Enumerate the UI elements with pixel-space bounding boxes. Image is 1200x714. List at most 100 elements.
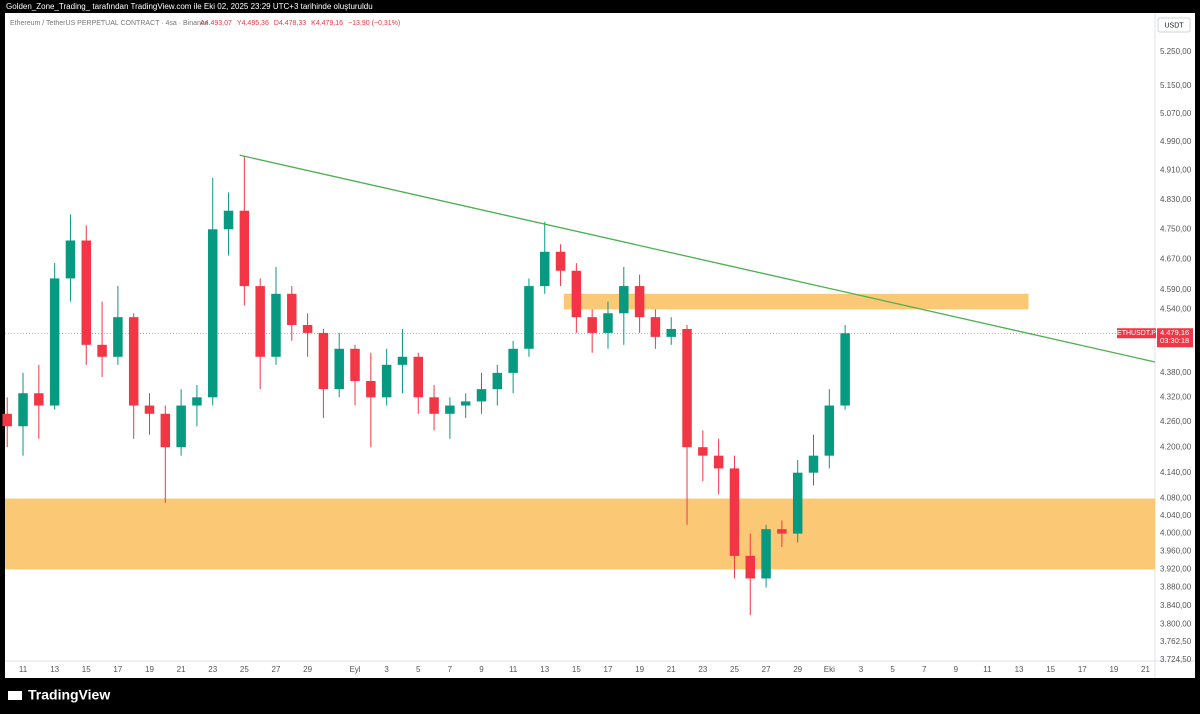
candle-body xyxy=(160,413,171,448)
candle-body xyxy=(571,270,582,318)
candle-body xyxy=(619,286,629,314)
candle-body xyxy=(540,251,550,287)
candle-body xyxy=(239,210,250,287)
ohlc-value: A4.493,07 xyxy=(200,20,232,27)
trendline xyxy=(239,154,1156,363)
x-tick-label: 13 xyxy=(50,665,59,674)
zone xyxy=(5,498,1155,570)
x-tick-label: 11 xyxy=(509,665,518,674)
x-tick-label: 21 xyxy=(1141,665,1150,674)
x-tick-label: Eyl xyxy=(349,665,360,674)
candle-body xyxy=(207,229,218,398)
candle-body xyxy=(97,344,107,357)
currency: USDT xyxy=(1164,22,1184,29)
x-tick-label: 5 xyxy=(416,665,421,674)
candle-body xyxy=(792,472,803,534)
y-tick-label: 5.250,00 xyxy=(1160,47,1192,56)
x-tick-label: 25 xyxy=(240,665,249,674)
x-tick-label: 5 xyxy=(890,665,895,674)
candle-body xyxy=(808,455,819,473)
candle-body xyxy=(34,393,44,406)
candle-body xyxy=(271,293,281,357)
y-tick-label: 4.260,00 xyxy=(1160,417,1192,426)
y-tick-label: 4.140,00 xyxy=(1160,468,1192,477)
candle-body xyxy=(777,529,787,534)
x-tick-label: 11 xyxy=(983,665,992,674)
caption: Golden_Zone_Trading_ tarafından TradingV… xyxy=(6,2,373,11)
candle-body xyxy=(350,348,360,381)
candle-body xyxy=(255,286,265,357)
y-tick-label: 5.150,00 xyxy=(1160,81,1192,90)
y-tick-label: 4.750,00 xyxy=(1160,224,1192,233)
x-tick-label: 15 xyxy=(1046,665,1055,674)
candle-body xyxy=(287,293,297,326)
symbol-label: ETHUSDT.P xyxy=(1117,330,1156,337)
ohlc-value: D4.478,33 xyxy=(274,20,306,27)
candle-body xyxy=(192,397,202,406)
x-tick-label: 17 xyxy=(604,665,613,674)
candle-body xyxy=(713,455,724,469)
x-tick-label: 21 xyxy=(177,665,186,674)
candle-body xyxy=(176,405,186,448)
candle-body xyxy=(698,447,708,456)
x-tick-label: 23 xyxy=(698,665,707,674)
candle-body xyxy=(223,210,234,230)
candle-body xyxy=(587,317,597,333)
ohlc-value: K4.479,16 xyxy=(311,20,343,27)
countdown: 03:30:18 xyxy=(1160,336,1189,345)
x-tick-label: 13 xyxy=(1015,665,1024,674)
y-tick-label: 3.920,00 xyxy=(1160,564,1192,573)
logo-mark xyxy=(8,691,22,700)
y-tick-label: 3.880,00 xyxy=(1160,583,1192,592)
chart-area xyxy=(5,13,1195,678)
candle-body xyxy=(761,529,771,579)
candle-body xyxy=(49,278,60,406)
candle-body xyxy=(745,555,756,579)
y-tick-label: 4.380,00 xyxy=(1160,368,1192,377)
y-tick-label: 4.000,00 xyxy=(1160,529,1192,538)
candle-body xyxy=(460,401,471,406)
y-tick-label: 3.840,00 xyxy=(1160,601,1192,610)
x-tick-label: 15 xyxy=(82,665,91,674)
y-tick-label: 4.990,00 xyxy=(1160,137,1192,146)
ohlc-value: −13,90 (−0,31%) xyxy=(348,20,400,27)
y-tick-label: 4.670,00 xyxy=(1160,254,1192,263)
x-tick-label: 25 xyxy=(730,665,739,674)
candle-body xyxy=(65,240,76,279)
x-tick-label: 29 xyxy=(793,665,802,674)
y-tick-label: 4.590,00 xyxy=(1160,285,1192,294)
logo xyxy=(8,691,22,700)
candle-body xyxy=(634,286,645,318)
x-tick-label: 19 xyxy=(145,665,154,674)
candle-body xyxy=(381,364,392,398)
x-tick-label: 11 xyxy=(19,665,28,674)
candle-body xyxy=(113,317,123,357)
last-price-label: 4.479,16 xyxy=(1160,328,1189,337)
x-tick-label: 29 xyxy=(303,665,312,674)
candle-body xyxy=(302,325,313,333)
candle-body xyxy=(729,468,740,556)
candle-body xyxy=(650,317,661,337)
x-tick-label: 15 xyxy=(572,665,581,674)
x-tick-label: 17 xyxy=(113,665,122,674)
y-tick-label: 4.910,00 xyxy=(1160,166,1192,175)
candle-body xyxy=(413,356,424,398)
y-tick-label: 4.200,00 xyxy=(1160,442,1192,451)
x-tick-label: 7 xyxy=(448,665,453,674)
candle-body xyxy=(666,328,676,337)
candle-body xyxy=(492,372,503,390)
symbol-title: Ethereum / TetherUS PERPETUAL CONTRACT ·… xyxy=(10,20,208,27)
x-tick-label: 9 xyxy=(479,665,484,674)
candle-body xyxy=(81,240,92,345)
y-tick-label: 3.960,00 xyxy=(1160,547,1192,556)
zone xyxy=(563,293,1029,310)
price-tag xyxy=(1157,328,1193,348)
x-tick-label: 17 xyxy=(1078,665,1087,674)
candle-body xyxy=(603,313,613,333)
y-tick-label: 3.800,00 xyxy=(1160,620,1192,629)
candle-body xyxy=(334,348,344,390)
currency-box[interactable] xyxy=(1157,17,1191,33)
x-tick-label: 3 xyxy=(859,665,864,674)
